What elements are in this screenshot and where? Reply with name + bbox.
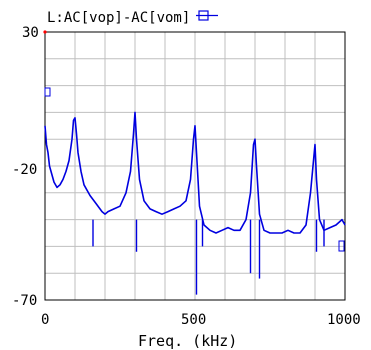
- series-end-marker: [338, 240, 345, 252]
- origin-marker: [43, 30, 47, 34]
- series-start-marker: [44, 87, 51, 97]
- x-tick-label: 1000: [327, 312, 361, 328]
- grid: [45, 32, 345, 300]
- chart-title: L:AC[vop]-AC[vom]: [47, 10, 190, 26]
- x-tick-label: 500: [181, 312, 206, 328]
- series-line: [44, 111, 346, 234]
- legend-marker-icon: [196, 10, 218, 21]
- x-tick-label: 0: [41, 312, 49, 328]
- y-tick-label: 30: [22, 25, 39, 41]
- y-tick-label: -70: [12, 293, 37, 309]
- x-axis-label: Freq. (kHz): [138, 332, 237, 350]
- plot-frame: [44, 31, 346, 301]
- y-tick-label: -20: [12, 162, 37, 178]
